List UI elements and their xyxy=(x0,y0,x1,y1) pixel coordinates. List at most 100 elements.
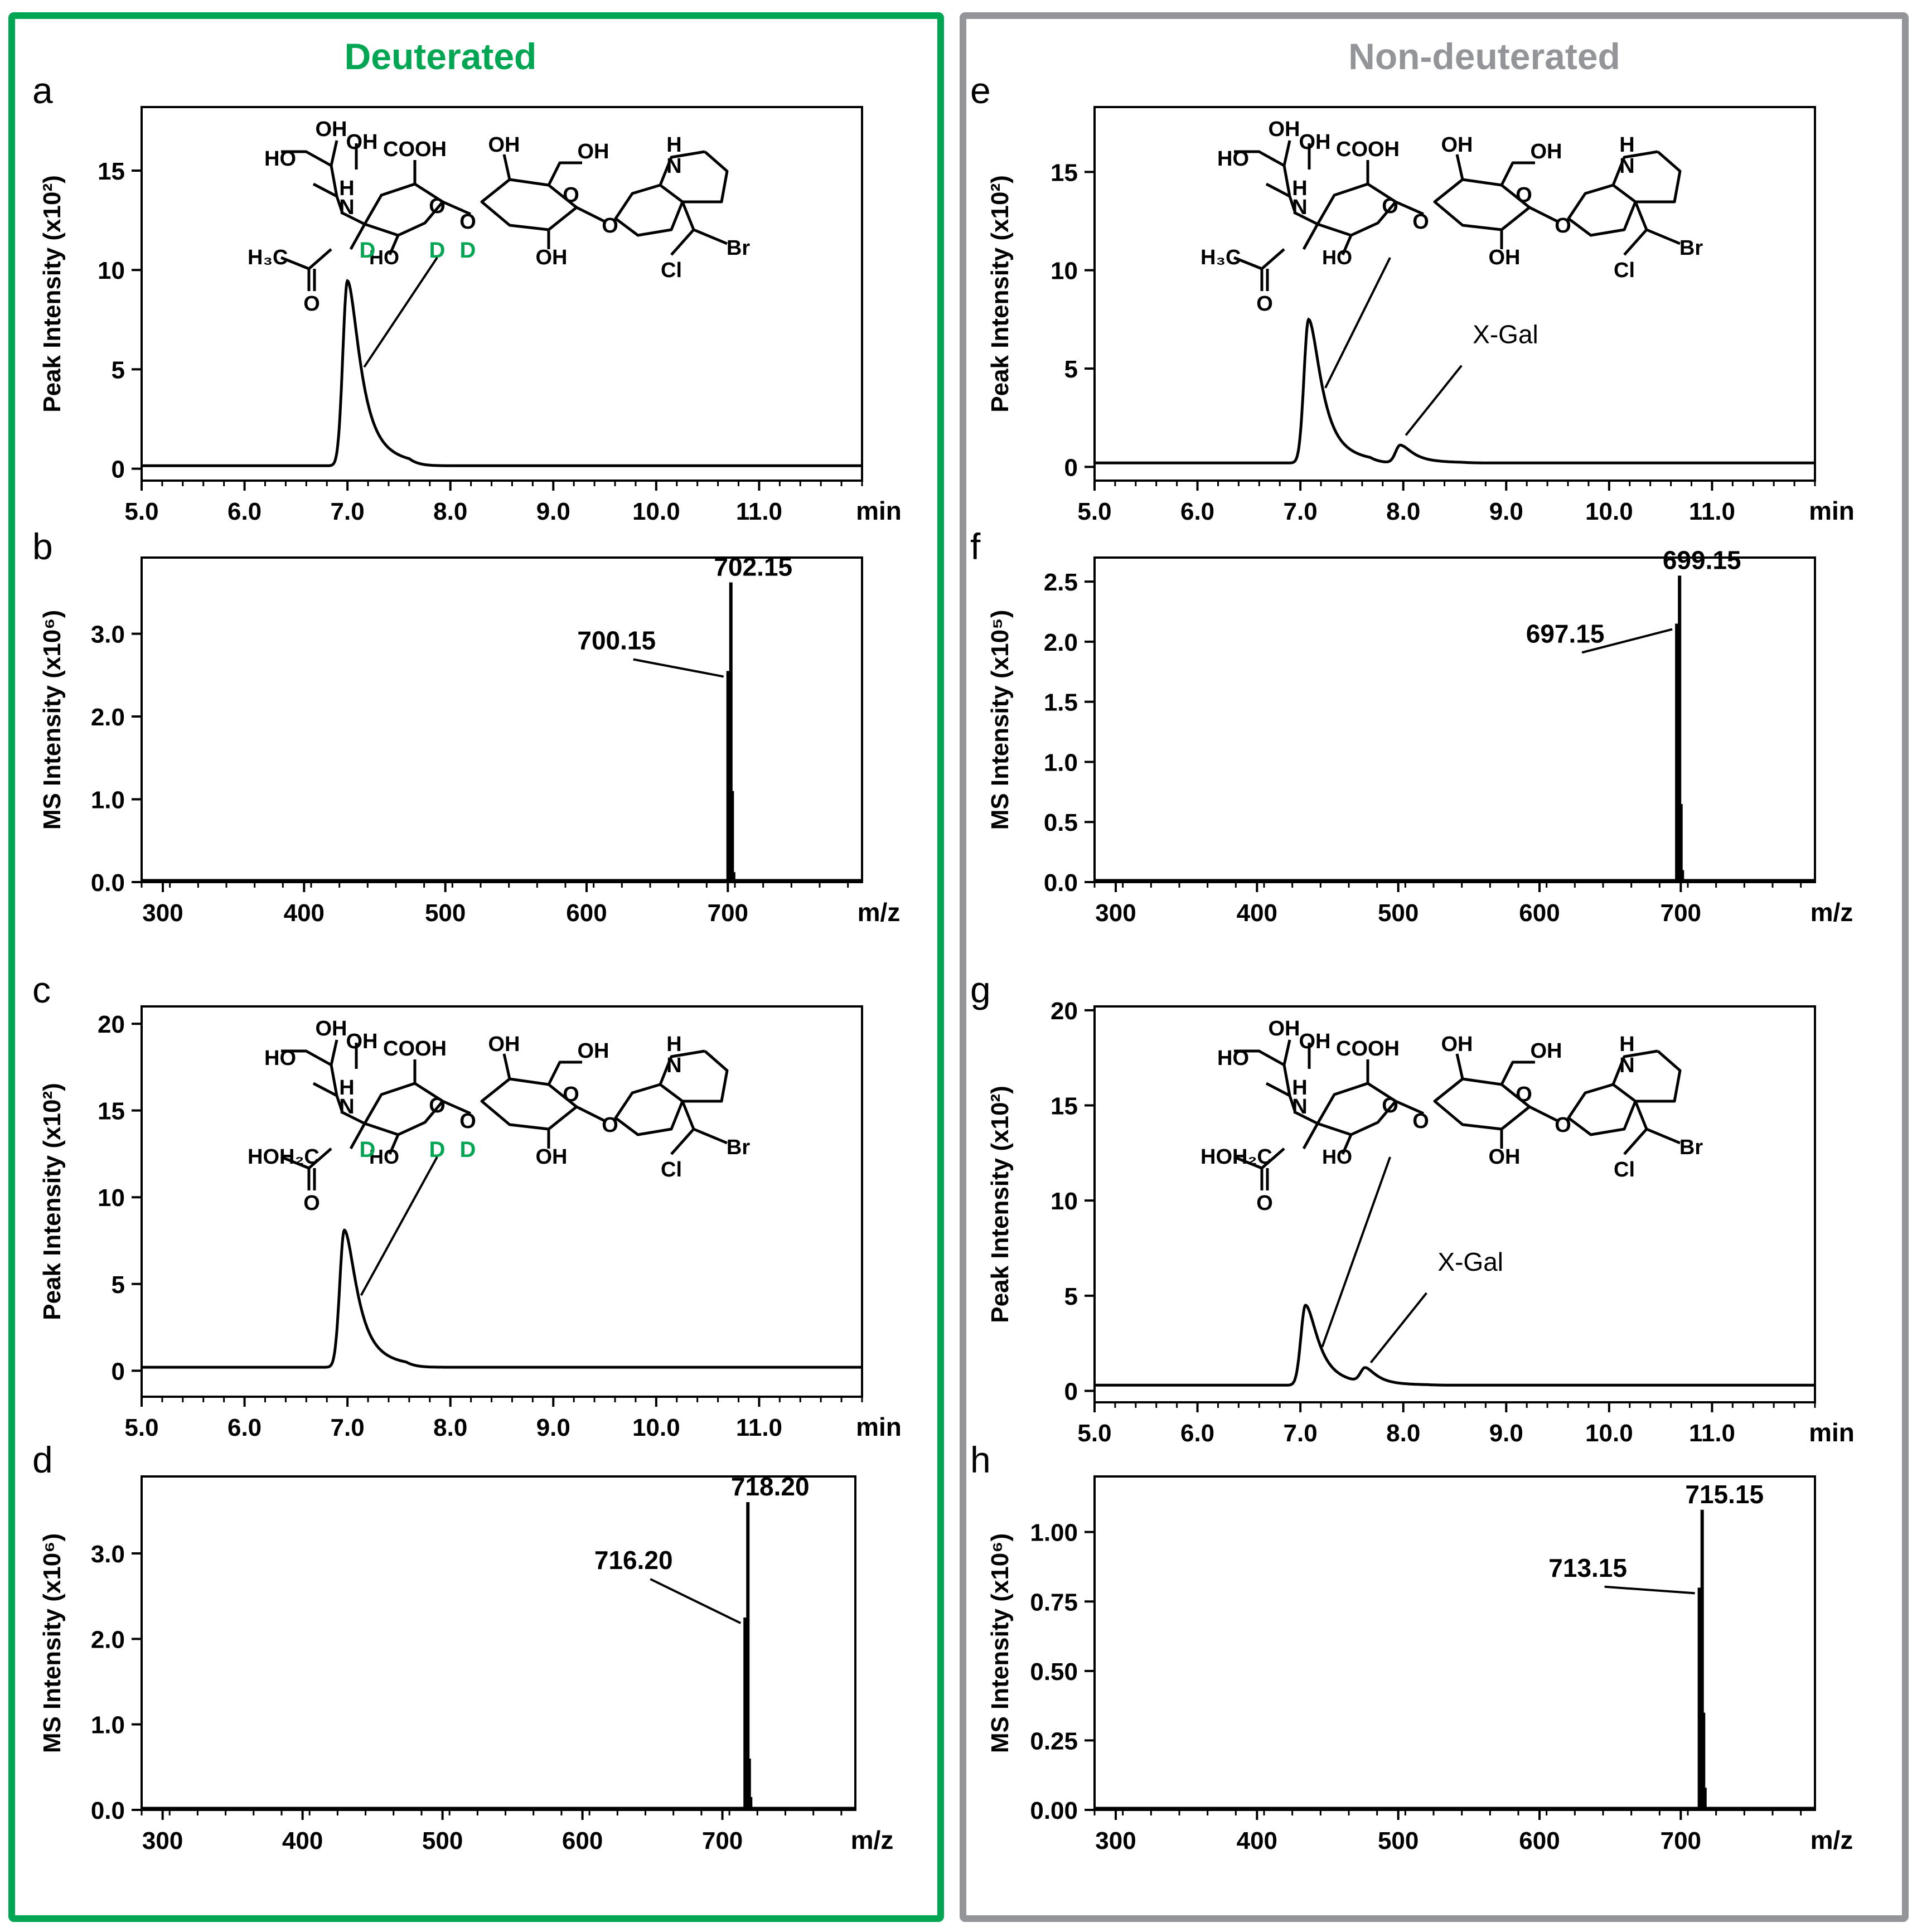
plot-frame xyxy=(141,1005,863,1398)
gal-ch2oh-bond xyxy=(547,1061,582,1086)
x-tick-label: 600 xyxy=(1519,1827,1560,1854)
ms-peak-label: 699.15 xyxy=(1663,545,1741,574)
x-tick-label: 11.0 xyxy=(736,1414,782,1441)
molecule-label-cl: Cl xyxy=(661,1158,682,1182)
y-tick-label: 2.5 xyxy=(1044,569,1078,596)
y-tick-label: 5 xyxy=(112,1271,125,1299)
indole-benzene xyxy=(682,151,729,204)
ms-peak-pointer xyxy=(650,1578,742,1624)
molecule-label-oh: OH xyxy=(1531,140,1562,163)
molecule-label-br: Br xyxy=(727,1136,750,1159)
y-tick-label: 1.0 xyxy=(91,787,125,814)
molecule-label-cl: Cl xyxy=(661,259,682,282)
c3-bond xyxy=(388,235,400,255)
x-tick-label: 11.0 xyxy=(1689,1420,1735,1447)
molecule-label-br: Br xyxy=(1679,1136,1703,1159)
x-tick-label: 700 xyxy=(1661,1827,1701,1854)
indole-pyrrole xyxy=(1611,150,1658,186)
molecule-label-d: D xyxy=(460,1137,476,1162)
gal-ch2oh-bond xyxy=(1500,1061,1535,1086)
chromatogram-trace xyxy=(142,279,862,467)
y-axis-label: Peak Intensity (x10²) xyxy=(986,1086,1014,1323)
x-tick-label: 5.0 xyxy=(124,498,158,525)
y-tick-label: 3.0 xyxy=(91,621,125,648)
x-axis-label: m/z xyxy=(851,1826,894,1854)
chromatogram-trace xyxy=(142,1228,862,1369)
molecule-label-o: O xyxy=(303,1192,320,1215)
panel-label: h xyxy=(970,1439,991,1480)
molecule-label-o: O xyxy=(602,214,618,238)
molecule-pointer xyxy=(1321,1156,1391,1348)
x-tick-label: 300 xyxy=(1095,1827,1136,1854)
x-tick-label: 6.0 xyxy=(227,1414,262,1441)
molecule-label-n: N xyxy=(339,196,354,219)
side-chain-bond xyxy=(335,1095,366,1125)
oh-bond-1 xyxy=(1282,1039,1291,1066)
molecule-label-o: O xyxy=(1516,1083,1532,1106)
molecule-label-nh: H xyxy=(1619,133,1634,157)
c3-bond xyxy=(388,1134,400,1155)
x-tick-label: 8.0 xyxy=(433,498,467,525)
gal-ch2oh-bond xyxy=(547,161,582,186)
molecule-label-oh: OH xyxy=(1489,246,1521,269)
molecule-label-ho: HO xyxy=(369,246,399,269)
molecule-label-o: O xyxy=(563,183,579,207)
molecule-label-h: H xyxy=(1292,1076,1307,1100)
y-tick-label: 0 xyxy=(1064,1378,1078,1406)
nh-bond xyxy=(349,223,366,250)
oh-bond-1 xyxy=(1282,140,1291,166)
indole-lower xyxy=(670,201,695,256)
molecule-label-oh: OH xyxy=(578,140,609,163)
x-tick-label: 11.0 xyxy=(736,498,782,525)
molecule-label-ho: HO xyxy=(1217,1047,1249,1070)
molecule-label-oh: OH xyxy=(346,1030,378,1053)
deuterated-frame xyxy=(8,12,944,1922)
column-title-deuterated: Deuterated xyxy=(345,36,537,77)
y-tick-label: 5 xyxy=(1064,356,1078,383)
y-axis-label: Peak Intensity (x10²) xyxy=(986,175,1014,413)
x-tick-label: 8.0 xyxy=(1386,1420,1420,1447)
molecule-label-oh: OH xyxy=(1299,1030,1331,1053)
ms-peak-pointer xyxy=(1604,1585,1695,1595)
x-tick-label: 6.0 xyxy=(1180,1420,1214,1447)
gal-glycoside-bond xyxy=(1528,206,1558,223)
y-axis-label: MS Intensity (x10⁵) xyxy=(986,610,1014,830)
molecule-label-ho: HO xyxy=(264,147,296,171)
br-bond xyxy=(1646,228,1681,245)
ms-peak-label: 697.15 xyxy=(1526,619,1605,648)
y-tick-label: 10 xyxy=(98,1184,125,1212)
gal-oh-bond-1 xyxy=(502,1053,511,1079)
x-tick-label: 9.0 xyxy=(536,498,570,525)
molecule-label-acyl: H₃C xyxy=(1200,246,1241,269)
panel-label: c xyxy=(32,969,51,1010)
indole-pyrrole xyxy=(659,1049,705,1085)
molecule-label-cooh: COOH xyxy=(1336,138,1400,161)
glycerol-bond xyxy=(1265,182,1291,198)
x-tick-label: 5.0 xyxy=(1077,498,1111,525)
c3-bond xyxy=(1341,235,1353,255)
glycerol-bond xyxy=(312,182,338,198)
ms-peak-pointer xyxy=(633,658,724,678)
molecule-label-oh: OH xyxy=(316,118,347,141)
y-tick-label: 15 xyxy=(98,1098,125,1125)
x-tick-label: 700 xyxy=(702,1827,743,1854)
x-tick-label: 9.0 xyxy=(1489,1420,1523,1447)
y-tick-label: 1.5 xyxy=(1044,689,1078,716)
x-axis-label: min xyxy=(1809,496,1855,525)
molecule-label-o: O xyxy=(1555,214,1571,238)
molecule-label-d: D xyxy=(460,238,476,263)
gal-glycoside-bond xyxy=(575,206,606,223)
charts-layer: a 5.0 6.0 7.0 8.0 9.0 10.0 11.0 min 0 5 10 15 Peak In… xyxy=(32,70,1855,1854)
ms-peak-label: 713.15 xyxy=(1548,1553,1627,1582)
molecule-label-oh: OH xyxy=(1269,118,1300,141)
xgal-pointer xyxy=(1405,365,1463,436)
acyl-bond xyxy=(280,248,332,270)
x-tick-label: 600 xyxy=(562,1827,603,1854)
y-tick-label: 10 xyxy=(1051,1188,1078,1215)
x-tick-label: 10.0 xyxy=(632,498,680,525)
y-tick-label: 0 xyxy=(112,456,125,483)
x-tick-label: 700 xyxy=(708,899,748,927)
molecule-label-cl: Cl xyxy=(1614,1158,1635,1182)
molecule-label-n: N xyxy=(339,1095,354,1118)
molecule-label-o: O xyxy=(1412,1110,1429,1133)
